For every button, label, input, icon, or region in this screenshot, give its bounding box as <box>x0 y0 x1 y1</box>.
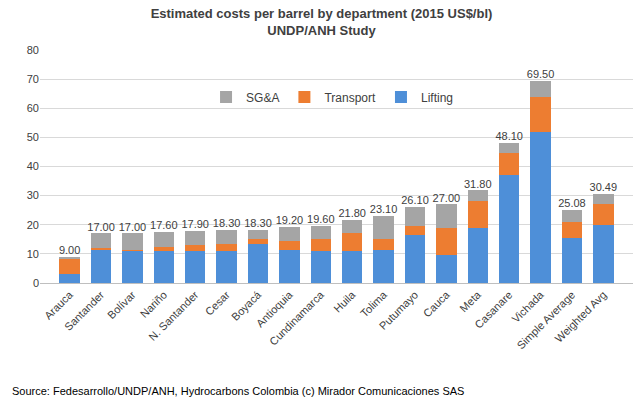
svg-text:17.60: 17.60 <box>150 219 178 231</box>
svg-text:Santander: Santander <box>62 288 107 333</box>
svg-text:18.30: 18.30 <box>213 217 241 229</box>
svg-text:Putumayo: Putumayo <box>377 289 421 333</box>
svg-text:70: 70 <box>27 73 39 85</box>
svg-text:23.10: 23.10 <box>370 203 398 215</box>
svg-text:19.20: 19.20 <box>276 214 304 226</box>
svg-text:50: 50 <box>27 131 39 143</box>
svg-text:17.90: 17.90 <box>181 218 209 230</box>
svg-text:17.00: 17.00 <box>87 221 115 233</box>
svg-text:N. Santander: N. Santander <box>146 288 201 343</box>
svg-text:Weighted Avg: Weighted Avg <box>552 289 608 345</box>
svg-text:Estimated costs per barrel by: Estimated costs per barrel by department… <box>151 6 493 38</box>
svg-text:21.80: 21.80 <box>338 207 366 219</box>
svg-text:31.80: 31.80 <box>464 178 492 190</box>
svg-text:48.10: 48.10 <box>495 130 523 142</box>
svg-text:9.00: 9.00 <box>59 244 80 256</box>
svg-text:Nariño: Nariño <box>138 289 169 320</box>
svg-text:Cundinamarca: Cundinamarca <box>267 288 327 348</box>
svg-text:10: 10 <box>27 248 39 260</box>
svg-text:60: 60 <box>27 102 39 114</box>
svg-text:Transport: Transport <box>324 91 376 105</box>
svg-text:Antioquia: Antioquia <box>254 288 296 330</box>
svg-text:19.60: 19.60 <box>307 213 335 225</box>
svg-text:Vichada: Vichada <box>509 288 546 325</box>
svg-text:Tolima: Tolima <box>358 288 390 320</box>
svg-text:27.00: 27.00 <box>433 192 461 204</box>
svg-text:69.50: 69.50 <box>527 68 555 80</box>
svg-text:Boyacá: Boyacá <box>229 288 264 323</box>
svg-text:Arauca: Arauca <box>42 288 76 322</box>
svg-text:Meta: Meta <box>457 288 483 314</box>
svg-text:Cauca: Cauca <box>421 288 453 320</box>
svg-text:Casanare: Casanare <box>472 289 514 331</box>
svg-text:30.49: 30.49 <box>590 181 618 193</box>
svg-text:17.00: 17.00 <box>119 221 147 233</box>
svg-text:30: 30 <box>27 189 39 201</box>
svg-text:80: 80 <box>27 44 39 56</box>
svg-text:Simple Average: Simple Average <box>514 289 577 352</box>
svg-text:26.10: 26.10 <box>401 194 429 206</box>
svg-text:Lifting: Lifting <box>421 91 453 105</box>
svg-text:20: 20 <box>27 219 39 231</box>
svg-text:25.08: 25.08 <box>558 197 586 209</box>
svg-text:SG&A: SG&A <box>246 91 279 105</box>
svg-text:0: 0 <box>33 277 39 289</box>
svg-text:Huila: Huila <box>331 288 358 315</box>
svg-text:Bolívar: Bolívar <box>105 288 138 321</box>
svg-text:Cesar: Cesar <box>203 288 232 317</box>
svg-text:Source: Fedesarrollo/UNDP/ANH,: Source: Fedesarrollo/UNDP/ANH, Hydrocarb… <box>12 385 464 397</box>
svg-text:40: 40 <box>27 160 39 172</box>
svg-text:18.30: 18.30 <box>244 217 272 229</box>
